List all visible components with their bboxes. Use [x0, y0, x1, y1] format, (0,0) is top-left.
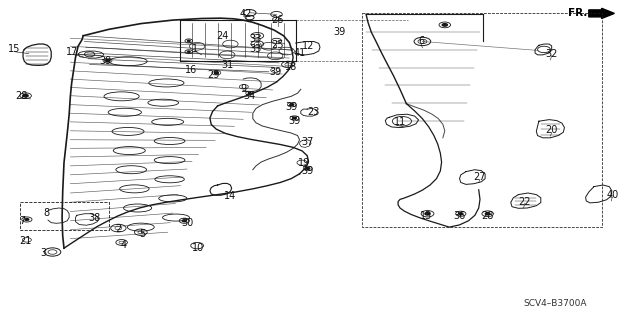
Text: 20: 20: [545, 125, 558, 135]
Text: 7: 7: [19, 216, 26, 226]
Text: 17: 17: [65, 47, 78, 57]
Text: 24: 24: [216, 31, 229, 41]
Text: 32: 32: [545, 48, 558, 59]
Circle shape: [214, 72, 218, 74]
Text: 33: 33: [249, 34, 262, 44]
Text: 22: 22: [518, 197, 531, 207]
Text: 42: 42: [239, 9, 252, 19]
Text: 8: 8: [43, 208, 49, 218]
Text: 39: 39: [269, 67, 282, 78]
Text: 41: 41: [293, 48, 306, 58]
Text: 14: 14: [224, 191, 237, 201]
Circle shape: [182, 220, 186, 222]
Text: 39: 39: [288, 115, 301, 126]
Text: 39: 39: [285, 102, 298, 112]
Text: 38: 38: [88, 212, 101, 223]
Circle shape: [106, 60, 109, 62]
Text: 39: 39: [301, 166, 314, 176]
Text: 23: 23: [307, 107, 320, 117]
Text: 9: 9: [241, 84, 247, 94]
Text: 33: 33: [249, 44, 262, 55]
Text: 28: 28: [15, 91, 28, 101]
Circle shape: [425, 212, 430, 215]
Text: 16: 16: [184, 65, 197, 75]
Text: FR.: FR.: [568, 8, 588, 19]
Text: 28: 28: [481, 211, 494, 221]
Text: 1: 1: [192, 44, 198, 54]
Circle shape: [25, 219, 29, 220]
Text: 19: 19: [298, 158, 310, 168]
Text: 13: 13: [419, 211, 432, 221]
Text: 3: 3: [40, 248, 47, 258]
Text: 37: 37: [301, 137, 314, 147]
Text: 18: 18: [285, 62, 298, 72]
Text: 31: 31: [221, 60, 234, 70]
Text: 11: 11: [394, 117, 406, 127]
Circle shape: [459, 213, 463, 215]
Circle shape: [485, 212, 490, 215]
Circle shape: [188, 40, 190, 41]
Text: 12: 12: [301, 41, 314, 51]
Text: 29: 29: [207, 70, 220, 80]
Text: 4: 4: [120, 240, 127, 250]
Text: 34: 34: [243, 91, 256, 101]
Circle shape: [248, 93, 251, 94]
Text: 26: 26: [271, 15, 284, 25]
Circle shape: [292, 117, 296, 119]
Text: 10: 10: [191, 243, 204, 253]
Text: 21: 21: [19, 236, 32, 247]
FancyArrow shape: [589, 8, 614, 19]
Text: 36: 36: [453, 211, 466, 221]
Text: 39: 39: [99, 56, 112, 66]
Text: 6: 6: [418, 36, 424, 47]
Text: 27: 27: [474, 172, 486, 182]
Text: SCV4–B3700A: SCV4–B3700A: [524, 299, 588, 308]
Circle shape: [442, 24, 447, 26]
Text: 25: 25: [271, 40, 284, 50]
Text: 5: 5: [139, 228, 145, 239]
Text: 39: 39: [333, 27, 346, 37]
Text: 30: 30: [181, 218, 194, 228]
Circle shape: [306, 167, 310, 169]
Circle shape: [290, 104, 294, 106]
Text: 15: 15: [8, 44, 20, 55]
Text: 2: 2: [115, 224, 122, 234]
Text: 40: 40: [606, 189, 619, 200]
Circle shape: [23, 94, 28, 97]
Circle shape: [188, 51, 190, 52]
